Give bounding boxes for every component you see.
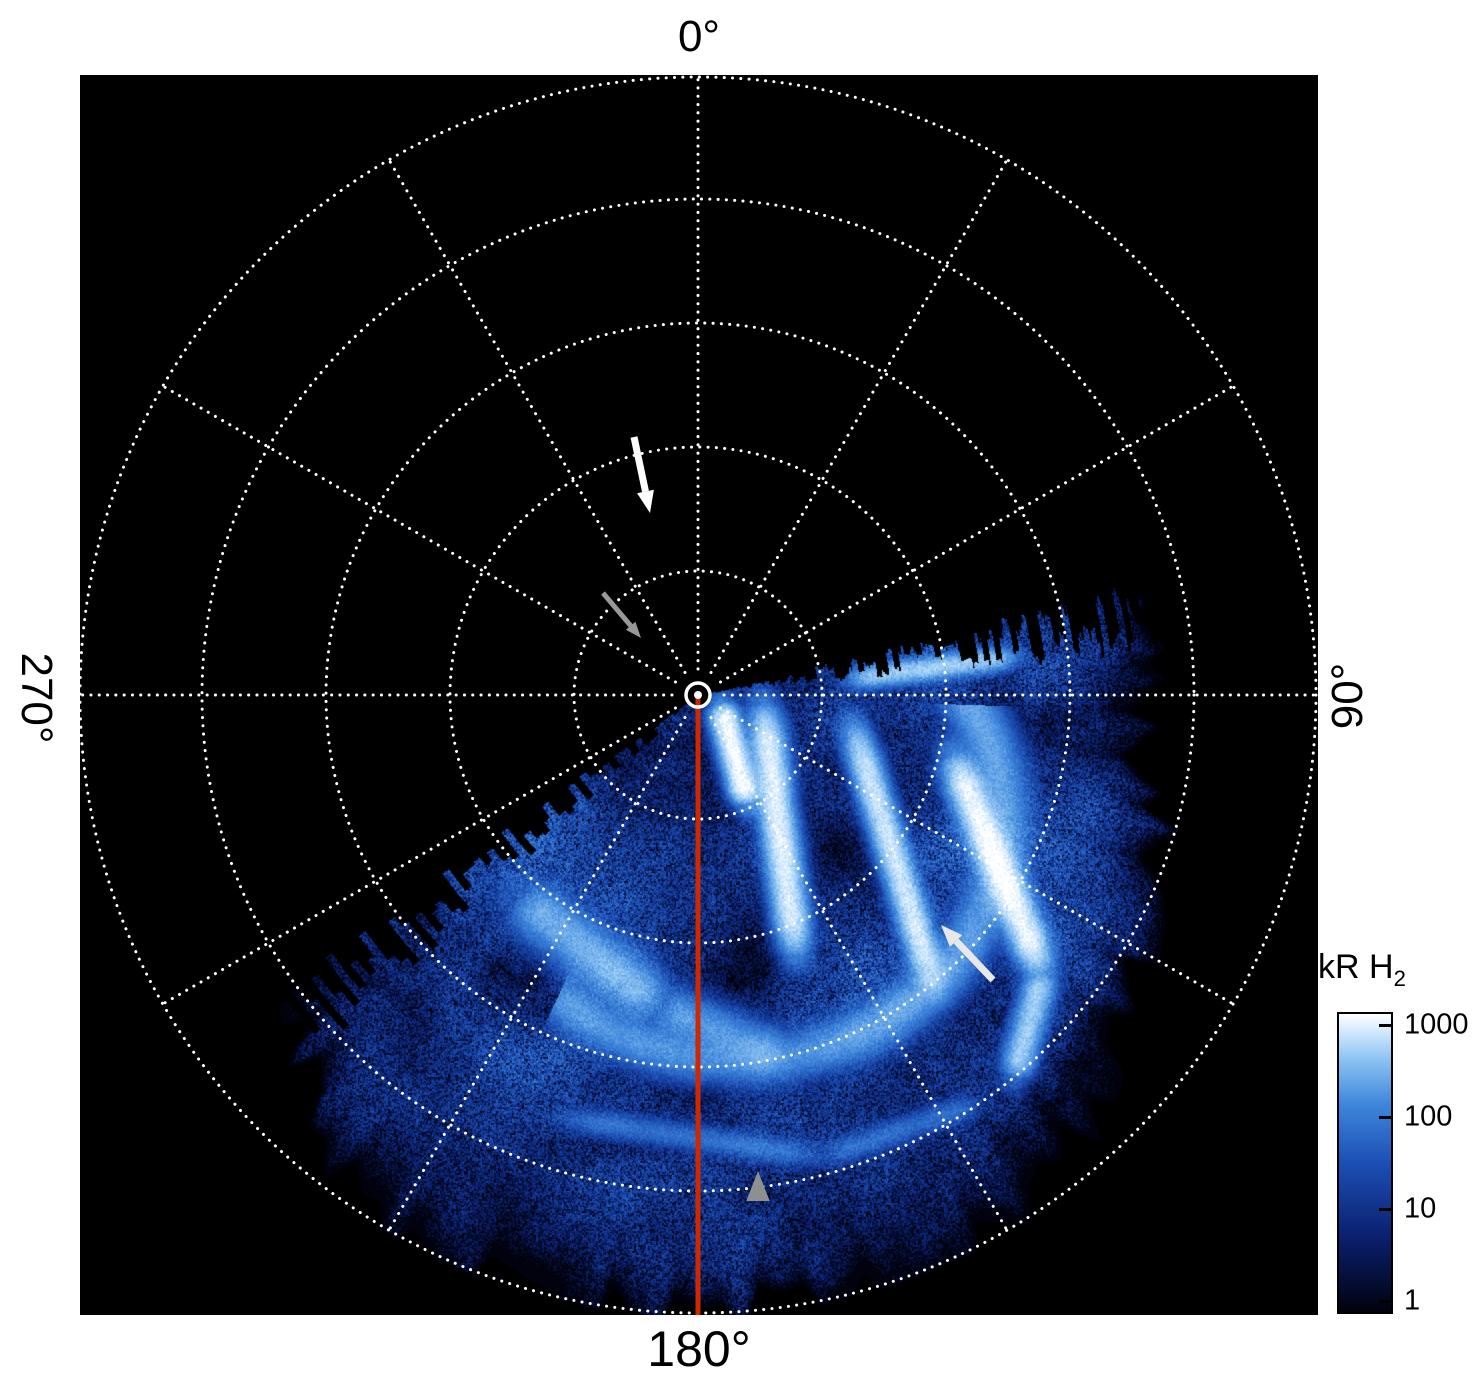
gray-arrow-inner <box>625 621 641 638</box>
white-arrow-upper-shaft <box>630 436 649 493</box>
white-arrow-dusk-shaft <box>953 938 996 983</box>
colorbar-tick-mark <box>1379 1208 1391 1211</box>
colorbar-title-subscript: 2 <box>1393 965 1406 991</box>
colorbar-tick-mark <box>1379 1116 1391 1119</box>
gray-arrow-inner-shaft <box>601 591 633 628</box>
center-marker-ring <box>684 681 712 709</box>
azimuth-label-90: 90° <box>1323 662 1372 730</box>
polar-grid-spoke <box>709 158 1009 674</box>
polar-grid-spoke <box>719 384 1235 684</box>
gray-arrowhead-south <box>746 1171 770 1201</box>
polar-grid-spoke <box>719 706 1235 1006</box>
colorbar-tick-label-100: 100 <box>1404 1100 1453 1133</box>
colorbar-tick-label-1000: 1000 <box>1404 1008 1469 1041</box>
colorbar-tick-label-1: 1 <box>1404 1284 1421 1317</box>
azimuth-label-270: 270° <box>12 652 61 744</box>
white-arrow-upper <box>637 489 654 513</box>
polar-grid-overlay <box>80 75 1318 1315</box>
polar-grid-ring <box>324 321 1072 1069</box>
polar-grid-spoke <box>387 158 687 674</box>
colorbar-title-text: kR H <box>1318 948 1394 986</box>
colorbar <box>1337 1012 1393 1314</box>
polar-grid-ring <box>572 569 824 821</box>
polar-grid-spoke <box>161 384 677 684</box>
azimuth-label-0: 0° <box>677 12 721 61</box>
polar-grid-spoke <box>387 716 687 1232</box>
center-marker-dot <box>694 691 702 699</box>
azimuth-label-180: 180° <box>647 1321 751 1377</box>
polar-grid-spoke <box>709 716 1009 1232</box>
colorbar-tick-mark <box>1379 1024 1391 1027</box>
white-arrow-dusk <box>941 925 963 947</box>
colorbar-tick-mark <box>1379 1300 1391 1303</box>
polar-plot-area <box>80 75 1318 1315</box>
colorbar-title: kR H2 <box>1318 948 1406 992</box>
polar-grid-spoke <box>161 706 677 1006</box>
colorbar-tick-label-10: 10 <box>1404 1192 1437 1225</box>
